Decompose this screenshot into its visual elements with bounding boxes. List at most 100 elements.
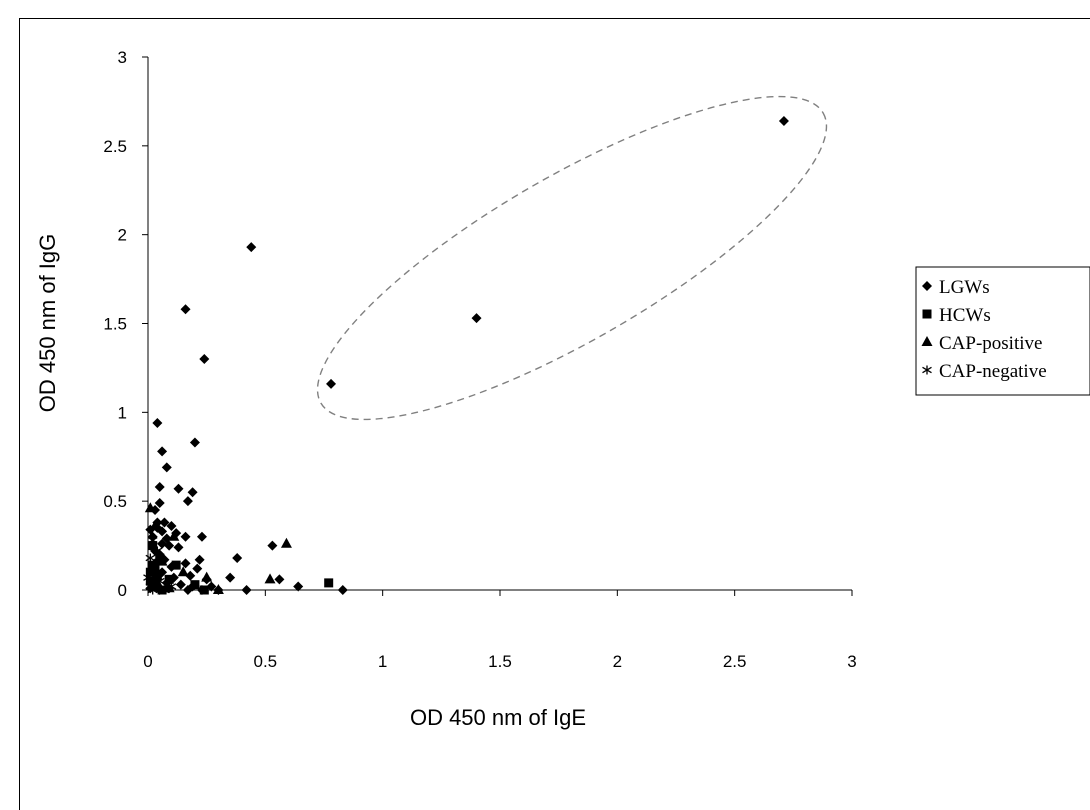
point-diamond	[337, 585, 348, 595]
point-asterisk	[147, 535, 158, 545]
point-diamond	[157, 538, 168, 549]
point-triangle	[177, 566, 189, 577]
point-asterisk	[166, 581, 177, 591]
legend-marker-square	[922, 309, 932, 319]
point-square	[145, 567, 155, 577]
point-diamond	[196, 531, 207, 542]
x-tick-label: 0	[143, 652, 152, 671]
point-diamond	[246, 242, 257, 253]
legend-box	[915, 266, 1090, 396]
asterisk-stroke	[147, 586, 158, 594]
x-tick-labels: 0 0.5 1 1.5 2 2.5 3	[143, 652, 856, 671]
point-diamond	[173, 542, 184, 553]
point-diamond	[192, 563, 203, 574]
point-diamond	[154, 497, 165, 508]
point-square	[199, 585, 209, 595]
y-tick-label: 0.5	[103, 492, 127, 511]
point-diamond	[274, 574, 285, 585]
point-diamond	[206, 581, 217, 592]
point-diamond	[326, 378, 337, 389]
point-diamond	[180, 531, 191, 542]
legend-label: CAP-positive	[939, 333, 1042, 354]
point-triangle	[168, 530, 180, 541]
point-diamond	[225, 572, 236, 583]
point-asterisk	[150, 567, 160, 577]
point-diamond	[180, 558, 191, 569]
point-diamond	[164, 540, 175, 551]
x-tick-label: 3	[847, 652, 856, 671]
legend-label: CAP-negative	[939, 361, 1047, 382]
point-square	[190, 580, 200, 590]
point-square	[145, 576, 155, 586]
point-diamond	[241, 585, 252, 595]
chart-frame	[19, 18, 1090, 810]
point-square	[164, 574, 174, 584]
point-triangle	[212, 584, 224, 594]
point-diamond	[185, 570, 196, 581]
point-asterisk	[145, 553, 156, 563]
legend-label: HCWs	[939, 305, 991, 326]
y-tick-labels: 0 0.5 1 1.5 2 2.5 3	[103, 48, 127, 600]
point-diamond	[173, 483, 184, 494]
legend-label: LGWs	[939, 277, 990, 298]
x-tick-label: 1.5	[488, 652, 512, 671]
series-hcws	[145, 541, 334, 595]
point-diamond	[159, 517, 170, 528]
asterisk-stroke	[150, 568, 160, 576]
y-tick-label: 2.5	[103, 137, 127, 156]
point-triangle	[201, 571, 213, 582]
point-diamond	[194, 554, 205, 565]
point-diamond	[187, 487, 198, 498]
point-square	[171, 560, 181, 570]
asterisk-stroke	[145, 583, 156, 590]
x-axis-title: OD 450 nm of IgE	[410, 705, 586, 730]
asterisk-stroke	[145, 554, 156, 562]
point-diamond	[471, 313, 482, 324]
y-tick-label: 2	[118, 226, 127, 245]
point-diamond	[232, 553, 243, 564]
point-square	[152, 571, 162, 581]
asterisk-stroke	[154, 577, 165, 585]
point-asterisk	[143, 573, 153, 583]
legend: LGWs HCWs CAP-positive CAP-negative	[915, 266, 1090, 396]
y-tick-label: 0	[118, 581, 127, 600]
x-tick-label: 1	[378, 652, 387, 671]
point-diamond	[182, 585, 193, 595]
y-tick-label: 3	[118, 48, 127, 67]
point-triangle	[149, 520, 161, 531]
y-tick-label: 1	[118, 403, 127, 422]
series-cap-negative	[143, 535, 177, 595]
point-diamond	[166, 521, 177, 532]
point-diamond	[154, 481, 165, 492]
x-tick-label: 0.5	[254, 652, 278, 671]
point-asterisk	[154, 576, 165, 586]
y-axis-title: OD 450 nm of IgG	[35, 234, 60, 413]
point-triangle	[144, 502, 156, 513]
point-diamond	[189, 437, 200, 448]
point-asterisk	[152, 546, 163, 556]
x-tick-label: 2	[613, 652, 622, 671]
point-diamond	[175, 579, 186, 590]
point-diamond	[778, 115, 789, 126]
highlight-ellipse	[316, 95, 828, 421]
point-diamond	[199, 354, 210, 365]
point-triangle	[264, 573, 276, 584]
asterisk-stroke	[147, 536, 158, 544]
point-diamond	[161, 462, 172, 473]
point-diamond	[267, 540, 278, 551]
legend-marker-diamond	[922, 281, 932, 291]
asterisk-stroke	[143, 574, 153, 581]
point-square	[157, 585, 167, 595]
asterisk-stroke	[152, 547, 163, 555]
series-lgws	[145, 115, 789, 595]
point-asterisk	[147, 585, 158, 595]
asterisk-stroke	[166, 583, 177, 590]
point-square	[155, 553, 165, 563]
x-tick-label: 2.5	[723, 652, 747, 671]
point-triangle	[156, 555, 168, 566]
point-diamond	[182, 496, 193, 507]
point-diamond	[293, 581, 304, 592]
point-diamond	[180, 304, 191, 315]
point-diamond	[157, 446, 168, 457]
